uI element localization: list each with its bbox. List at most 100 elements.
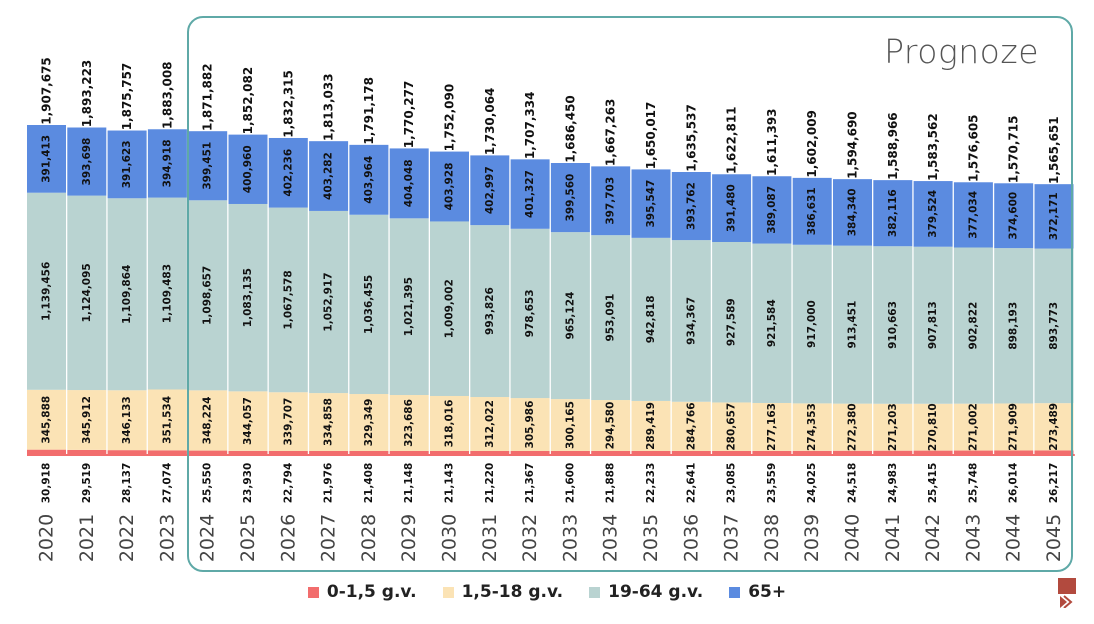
bar-segment (550, 399, 590, 451)
bar-segment (389, 395, 429, 451)
bar-segment (873, 246, 913, 404)
data-label: 917,000 (806, 300, 818, 348)
bar-segment (309, 141, 349, 211)
total-label: 1,871,882 (201, 63, 215, 131)
bar-segment (228, 203, 268, 392)
data-label: 22,794 (282, 463, 294, 504)
data-label: 391,413 (41, 135, 53, 183)
total-label: 1,611,393 (765, 108, 779, 176)
data-label: 394,918 (161, 140, 173, 188)
data-label: 271,909 (1008, 403, 1020, 451)
bar-segment (1034, 248, 1074, 404)
total-label: 1,832,315 (281, 70, 295, 138)
bar-segment (671, 171, 711, 241)
bar-segment (510, 159, 550, 229)
data-label: 1,021,395 (403, 277, 415, 336)
total-label: 1,588,966 (886, 112, 900, 180)
bar-segment (188, 131, 228, 201)
data-label: 913,451 (847, 301, 859, 349)
bar-segment (67, 127, 107, 196)
bar-segment (873, 180, 913, 247)
data-label: 289,419 (645, 402, 657, 450)
data-label: 25,550 (202, 463, 214, 504)
legend-item-1-5-18: 1,5-18 g.v. (442, 582, 563, 602)
total-label: 1,813,033 (322, 73, 336, 141)
bar-segment (671, 401, 711, 451)
data-label: 403,928 (444, 163, 456, 211)
bar-segment (752, 176, 792, 244)
x-tick-label: 2041 (882, 514, 904, 562)
data-label: 910,663 (887, 301, 899, 349)
bar-segment (430, 151, 469, 222)
data-label: 30,918 (41, 463, 53, 504)
bar-segment (268, 451, 308, 455)
bar-segment (147, 450, 187, 455)
data-label: 391,480 (726, 184, 738, 232)
x-tick-label: 2030 (439, 514, 461, 562)
data-label: 399,451 (202, 142, 214, 190)
data-label: 1,067,578 (282, 270, 294, 329)
data-label: 902,822 (967, 302, 979, 350)
bar-segment (188, 200, 228, 391)
bar-segment (349, 214, 389, 395)
data-label: 300,165 (564, 401, 576, 449)
data-label: 24,025 (806, 463, 818, 504)
bar-segment (67, 390, 107, 450)
bar-segment (631, 169, 671, 238)
data-label: 22,233 (645, 463, 657, 504)
data-label: 323,686 (403, 399, 415, 447)
bar-segment (671, 451, 711, 455)
legend-label: 19-64 g.v. (608, 582, 704, 602)
data-label: 21,143 (444, 463, 456, 504)
data-label: 393,762 (685, 182, 697, 230)
data-label: 379,524 (927, 190, 939, 238)
bar-segment (913, 403, 953, 451)
bar-segment (631, 400, 671, 451)
data-label: 345,912 (81, 396, 93, 444)
bar-segment (228, 450, 268, 455)
data-label: 921,584 (766, 299, 778, 347)
x-tick-label: 2025 (237, 514, 259, 562)
total-label: 1,650,017 (644, 102, 658, 170)
total-label: 1,730,064 (483, 88, 497, 156)
total-label: 1,875,757 (120, 63, 134, 131)
bar-segment (510, 451, 550, 455)
bar-segment (833, 450, 872, 455)
legend-item-0-1-5: 0-1,5 g.v. (307, 582, 417, 602)
x-tick-label: 2031 (479, 514, 501, 562)
total-label: 1,594,690 (846, 111, 860, 179)
data-label: 1,139,456 (41, 262, 53, 321)
bar-segment (631, 237, 671, 401)
data-label: 21,220 (484, 463, 496, 504)
data-label: 384,340 (847, 188, 859, 236)
bar-segment (953, 247, 993, 404)
bar-segment (147, 197, 187, 390)
data-label: 294,580 (605, 402, 617, 450)
data-label: 403,282 (323, 152, 335, 200)
total-label: 1,907,675 (40, 57, 54, 125)
data-label: 401,327 (524, 170, 536, 218)
bar-segment (67, 449, 107, 455)
bar-segment (309, 451, 349, 455)
data-label: 893,773 (1048, 302, 1060, 350)
x-tick-label: 2033 (559, 514, 581, 562)
data-label: 372,171 (1048, 192, 1060, 240)
x-tick-label: 2035 (640, 514, 662, 562)
bar-segment (147, 129, 187, 198)
bar-segment (107, 450, 147, 455)
bar-segment (591, 451, 631, 455)
data-label: 24,518 (847, 463, 859, 504)
logo-icon (1058, 578, 1076, 608)
data-label: 25,415 (927, 463, 939, 504)
x-tick-label: 2045 (1043, 514, 1065, 562)
x-tick-label: 2028 (358, 514, 380, 562)
data-label: 402,997 (484, 166, 496, 214)
bar-segment (591, 400, 631, 451)
bar-segment (953, 403, 993, 451)
bar-segment (470, 397, 510, 451)
bar-segment (27, 449, 66, 455)
data-label: 953,091 (605, 294, 617, 342)
x-tick-label: 2026 (277, 514, 299, 562)
bar-segment (27, 192, 66, 390)
